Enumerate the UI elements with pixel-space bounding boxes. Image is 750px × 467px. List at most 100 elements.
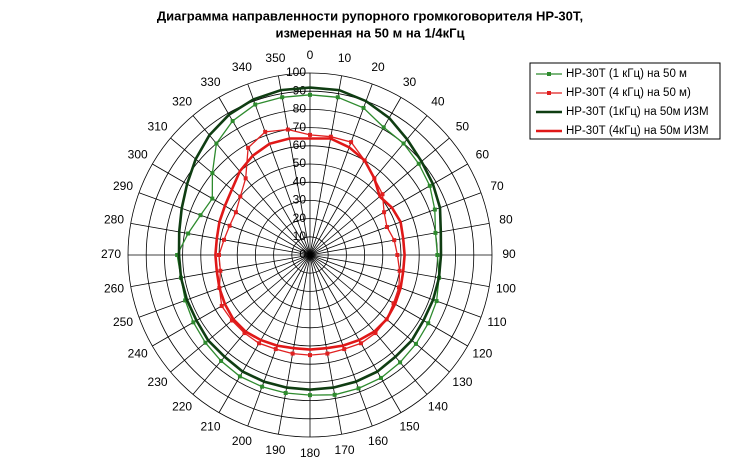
angle-label: 310 [148, 119, 168, 133]
marker [285, 127, 290, 132]
r-tick-label: 60 [293, 138, 307, 152]
angle-label: 30 [403, 75, 417, 89]
marker [198, 213, 203, 218]
spoke [152, 163, 311, 256]
angle-label: 130 [452, 375, 472, 389]
spoke [192, 115, 311, 256]
angle-label: 320 [172, 95, 192, 109]
spoke [309, 75, 342, 256]
angle-label: 180 [300, 446, 320, 460]
marker [214, 141, 219, 146]
legend-text: НР-30Т (4кГц) на 50м ИЗМ [566, 125, 709, 137]
marker [396, 285, 401, 290]
marker [391, 301, 396, 306]
marker [416, 161, 421, 166]
marker [381, 125, 386, 130]
spoke [309, 254, 342, 435]
spoke [138, 192, 311, 256]
marker [263, 129, 268, 134]
spoke [218, 254, 311, 413]
angle-label: 250 [113, 315, 133, 329]
marker [227, 223, 232, 228]
marker [384, 224, 389, 229]
r-tick-label: 80 [293, 102, 307, 116]
marker [432, 207, 437, 212]
spoke [309, 254, 373, 427]
marker [328, 134, 333, 139]
marker [221, 237, 226, 242]
r-tick-label: 10 [293, 229, 307, 243]
marker [325, 351, 330, 356]
marker [397, 268, 402, 273]
legend-marker [547, 91, 551, 95]
marker [378, 375, 383, 380]
angle-label: 110 [487, 315, 506, 329]
angle-label: 40 [431, 95, 445, 109]
angle-label: 240 [128, 347, 148, 361]
angle-label: 190 [265, 443, 285, 457]
marker [260, 384, 265, 389]
marker [308, 92, 312, 97]
marker [373, 331, 378, 336]
marker [349, 140, 354, 145]
marker [219, 303, 224, 308]
spoke [152, 254, 311, 347]
marker [233, 210, 238, 215]
marker [426, 321, 431, 326]
angle-label: 80 [499, 213, 513, 227]
series-line [214, 137, 406, 351]
spoke [309, 192, 482, 256]
angle-label: 350 [265, 51, 285, 65]
legend-text: НР-30Т (4 кГц) на 50 м) [566, 87, 691, 99]
angle-label: 280 [104, 213, 124, 227]
marker [433, 230, 438, 235]
r-tick-label: 70 [293, 120, 307, 134]
marker [246, 145, 251, 150]
marker [342, 347, 347, 352]
marker [191, 320, 196, 325]
angle-label: 150 [399, 420, 419, 434]
marker [210, 196, 215, 201]
marker [210, 171, 215, 176]
chart-title: Диаграмма направленности рупорного громк… [157, 8, 583, 23]
marker [335, 95, 340, 100]
legend-text: НР-30Т (1 кГц) на 50 м [566, 68, 687, 80]
spoke [309, 254, 468, 347]
angle-label: 50 [456, 119, 470, 133]
marker [308, 393, 312, 398]
marker [253, 102, 258, 107]
spoke [247, 83, 311, 256]
marker [230, 119, 235, 124]
r-tick-label: 40 [293, 174, 307, 188]
marker [380, 192, 385, 197]
marker [308, 353, 312, 358]
legend-text: НР-30Т (1кГц) на 50м ИЗМ [566, 106, 709, 118]
angle-label: 300 [128, 148, 148, 162]
marker [218, 268, 223, 273]
spoke [138, 254, 311, 318]
marker [229, 318, 234, 323]
angle-label: 0 [307, 48, 314, 62]
r-tick-label: 100 [286, 65, 306, 79]
marker [398, 360, 403, 365]
angle-label: 270 [101, 247, 121, 261]
marker [382, 210, 387, 215]
marker [356, 386, 361, 391]
angle-label: 160 [368, 434, 388, 448]
marker [280, 95, 285, 100]
angle-label: 230 [148, 375, 168, 389]
angle-label: 10 [338, 51, 352, 65]
marker [237, 374, 242, 379]
angle-label: 60 [476, 148, 490, 162]
legend-marker [547, 72, 551, 76]
marker [427, 183, 432, 188]
spoke [309, 254, 450, 373]
marker [243, 176, 248, 181]
spoke [309, 163, 468, 256]
marker [401, 141, 406, 146]
spoke [247, 254, 311, 427]
r-tick-label: 0 [299, 247, 306, 261]
spoke [309, 254, 482, 318]
spoke [309, 254, 402, 413]
spoke [309, 223, 490, 256]
